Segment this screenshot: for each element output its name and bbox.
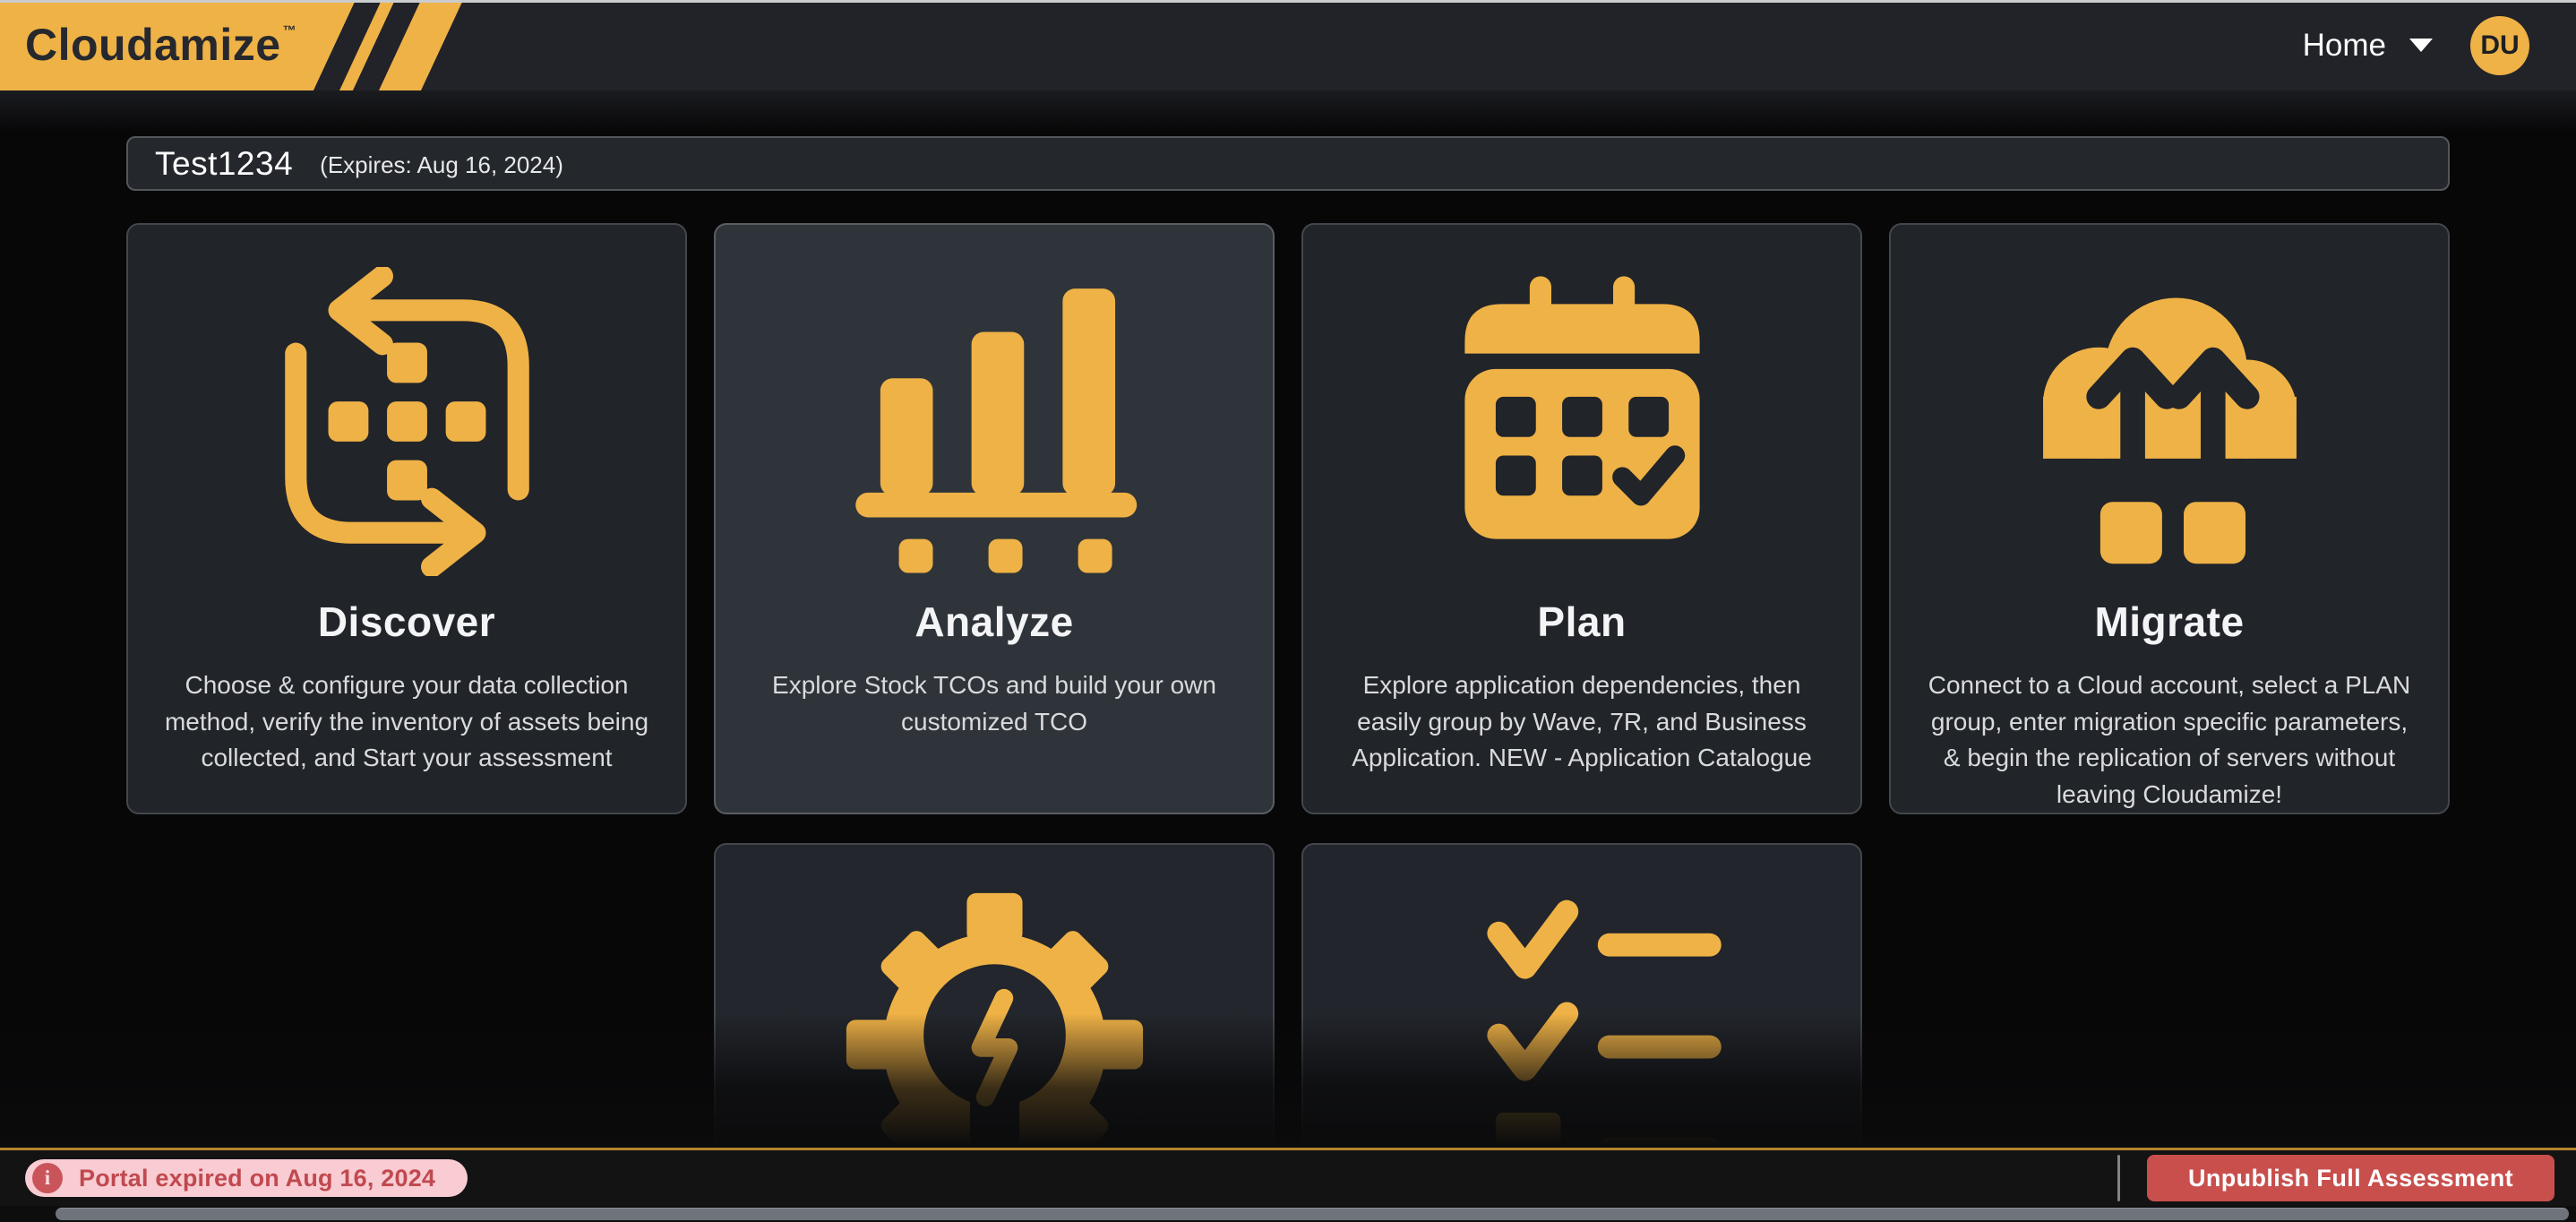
- card-migrate[interactable]: Migrate Connect to a Cloud account, sele…: [1889, 223, 2450, 814]
- unpublish-full-assessment-button[interactable]: Unpublish Full Assessment: [2146, 1155, 2555, 1201]
- checklist-icon: [1339, 884, 1825, 1148]
- portal-expiry: (Expires: Aug 16, 2024): [320, 151, 563, 178]
- feature-cards-grid: Discover Choose & configure your data co…: [126, 223, 2450, 1148]
- chevron-down-icon: [2409, 39, 2433, 52]
- card-optimize[interactable]: [714, 843, 1275, 1148]
- main-content: Test1234 (Expires: Aug 16, 2024): [0, 90, 2576, 1148]
- footer-bar: i Portal expired on Aug 16, 2024 Unpubli…: [0, 1148, 2576, 1222]
- card-discover[interactable]: Discover Choose & configure your data co…: [126, 223, 687, 814]
- sync-grid-icon: [164, 264, 649, 578]
- footer-right: Unpublish Full Assessment: [2117, 1155, 2555, 1201]
- info-icon: i: [32, 1163, 63, 1193]
- logo-wordmark: Cloudamize ™: [25, 19, 297, 70]
- header-shadow: [0, 90, 2576, 132]
- home-menu-label[interactable]: Home: [2302, 27, 2386, 63]
- cloud-upload-icon: [1927, 264, 2412, 578]
- calendar-check-icon: [1339, 264, 1825, 578]
- card-description: Choose & configure your data collection …: [164, 671, 649, 772]
- vertical-divider: [2117, 1155, 2120, 1201]
- footer-row: i Portal expired on Aug 16, 2024 Unpubli…: [0, 1150, 2576, 1206]
- card-title: Migrate: [2094, 598, 2245, 645]
- header-right: Home DU: [2303, 15, 2529, 75]
- card-description: Explore application dependencies, then e…: [1352, 671, 1812, 772]
- app-header: Cloudamize ™ Home DU: [0, 0, 2576, 90]
- card-title: Analyze: [914, 598, 1074, 645]
- horizontal-scrollbar-track[interactable]: [0, 1206, 2576, 1222]
- logo-banner-stripes: [0, 0, 463, 90]
- top-accent-line: [0, 0, 2576, 3]
- portal-expired-alert: i Portal expired on Aug 16, 2024: [25, 1159, 468, 1197]
- cloudamize-logo: Cloudamize ™: [0, 0, 555, 90]
- card-analyze[interactable]: Analyze Explore Stock TCOs and build you…: [714, 223, 1275, 814]
- home-menu[interactable]: Home: [2303, 28, 2433, 64]
- trademark-symbol: ™: [282, 22, 297, 39]
- horizontal-scrollbar-thumb[interactable]: [56, 1208, 2569, 1220]
- bar-chart-icon: [751, 264, 1237, 578]
- card-checklist[interactable]: [1301, 843, 1862, 1148]
- card-description: Explore Stock TCOs and build your own cu…: [772, 671, 1216, 736]
- card-description: Connect to a Cloud account, select a PLA…: [1928, 671, 2411, 808]
- card-plan[interactable]: Plan Explore application dependencies, t…: [1301, 223, 1862, 814]
- portal-name: Test1234: [155, 144, 294, 182]
- gear-bolt-bulb-icon: [751, 884, 1237, 1148]
- portal-info-bar: Test1234 (Expires: Aug 16, 2024): [126, 136, 2450, 191]
- alert-text: Portal expired on Aug 16, 2024: [79, 1164, 436, 1192]
- user-avatar[interactable]: DU: [2470, 15, 2529, 75]
- card-title: Discover: [317, 598, 496, 645]
- card-title: Plan: [1537, 598, 1627, 645]
